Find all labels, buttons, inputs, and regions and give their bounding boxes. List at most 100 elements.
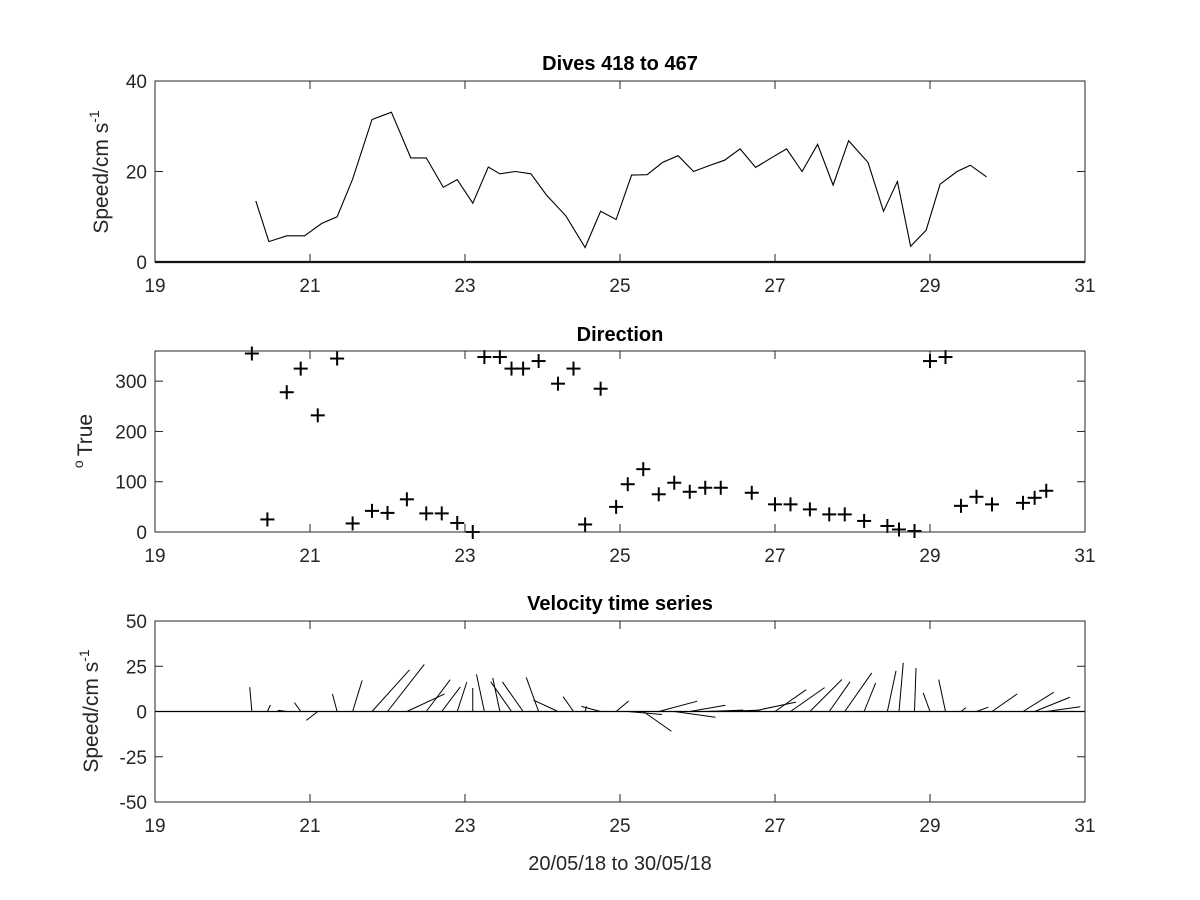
direction-marker [531, 354, 546, 369]
direction-marker [768, 497, 782, 512]
velocity-chart-title: Velocity time series [527, 593, 713, 615]
direction-marker [938, 350, 953, 365]
direction-axis-ticks: 19 21 23 25 27 29 31 0 100 200 300 [115, 351, 1096, 567]
velocity-stick [533, 699, 559, 712]
velocity-y-tick-label: 0 [136, 703, 147, 724]
velocity-stick [277, 709, 287, 712]
direction-marker [434, 506, 449, 521]
velocity-y-axis-label: Speed/cm s-1 [76, 649, 103, 773]
velocity-stick [294, 702, 302, 712]
velocity-y-axis-label-superscript: -1 [76, 649, 92, 662]
velocity-stick [705, 709, 744, 712]
velocity-stick [938, 679, 946, 712]
speed-y-axis-label: Speed/cm s-1 [86, 110, 113, 234]
direction-y-tick-label: 0 [136, 523, 147, 544]
direction-marker [880, 518, 895, 533]
direction-marker [1016, 495, 1030, 510]
direction-marker [330, 351, 345, 366]
velocity-stick [266, 704, 271, 712]
velocity-stick [371, 669, 410, 712]
direction-marker [822, 507, 837, 522]
velocity-stick [501, 681, 524, 712]
direction-marker [380, 505, 395, 520]
direction-x-tick-label: 31 [1074, 546, 1095, 567]
direction-marker [609, 499, 624, 514]
speed-y-tick-label: 40 [126, 72, 147, 93]
direction-y-axis-label-superscript: o [70, 460, 86, 468]
velocity-stick [976, 706, 989, 712]
velocity-x-tick-label: 25 [609, 816, 630, 837]
speed-axis-ticks: 19 21 23 25 27 29 31 0 20 40 [126, 72, 1096, 297]
direction-marker [713, 480, 728, 495]
velocity-y-tick-label: -50 [120, 793, 147, 814]
velocity-stick [991, 693, 1018, 712]
direction-marker [477, 350, 492, 365]
velocity-stick [1034, 696, 1071, 712]
velocity-stick [863, 682, 877, 712]
velocity-stick [828, 681, 851, 712]
velocity-stick [525, 677, 540, 712]
direction-marker [1027, 490, 1042, 505]
velocity-stick [886, 670, 897, 712]
velocity-stick [844, 672, 873, 712]
direction-marker [450, 515, 465, 530]
speed-x-tick-label: 29 [919, 276, 940, 297]
velocity-stick [490, 681, 512, 712]
velocity-stick [475, 674, 485, 712]
velocity-stick [790, 687, 825, 712]
velocity-x-tick-label: 27 [764, 816, 785, 837]
speed-x-tick-label: 27 [764, 276, 785, 297]
direction-x-tick-label: 27 [764, 546, 785, 567]
velocity-stick [387, 664, 425, 712]
direction-y-axis-label-group: o True [70, 414, 97, 468]
velocity-stick [914, 668, 917, 712]
direction-marker [566, 361, 581, 376]
velocity-x-tick-label: 23 [454, 816, 475, 837]
velocity-x-tick-label: 29 [919, 816, 940, 837]
velocity-stick [809, 679, 843, 712]
speed-x-tick-label: 19 [144, 276, 165, 297]
direction-marker [698, 480, 713, 495]
velocity-stick [922, 692, 931, 712]
velocity-x-tick-label: 21 [299, 816, 320, 837]
velocity-x-tick-label: 19 [144, 816, 165, 837]
speed-chart-title: Dives 418 to 467 [542, 53, 698, 75]
direction-marker [365, 503, 379, 518]
velocity-y-tick-label: 50 [126, 612, 147, 633]
velocity-axis-ticks: 19 21 23 25 27 29 31 -50 -25 0 25 50 [120, 612, 1096, 837]
direction-x-tick-label: 21 [299, 546, 320, 567]
direction-chart-title: Direction [577, 324, 664, 346]
speed-y-axis-label-text: Speed/cm s [90, 123, 113, 234]
direction-marker [310, 408, 325, 423]
direction-marker [516, 361, 531, 376]
velocity-stick [352, 680, 363, 712]
velocity-stick [562, 696, 574, 712]
direction-y-axis-label-text: True [74, 414, 97, 456]
direction-marker [636, 462, 651, 477]
speed-x-tick-label: 23 [454, 276, 475, 297]
velocity-stick [1046, 706, 1081, 712]
direction-x-tick-label: 19 [144, 546, 165, 567]
direction-marker [802, 502, 817, 517]
direction-panel: Direction o True 19 21 23 25 27 29 31 0 100 200 300 [70, 324, 1096, 567]
velocity-stick [581, 705, 601, 712]
speed-y-tick-label: 20 [126, 163, 147, 184]
velocity-series [155, 662, 1085, 732]
velocity-stick [720, 709, 761, 712]
direction-marker [969, 489, 984, 504]
velocity-stick [1022, 691, 1054, 712]
direction-marker [783, 497, 798, 512]
direction-marker [293, 361, 308, 376]
velocity-stick [751, 701, 797, 712]
direction-marker [837, 507, 852, 522]
velocity-stick [584, 706, 588, 712]
velocity-stick [615, 700, 629, 712]
direction-y-axis-label: o True [70, 414, 97, 468]
velocity-stick [674, 711, 716, 718]
direction-marker [923, 354, 937, 369]
direction-x-tick-label: 23 [454, 546, 475, 567]
velocity-stick [642, 711, 672, 732]
direction-marker [578, 517, 593, 532]
direction-y-tick-label: 300 [115, 372, 147, 393]
direction-marker [399, 492, 414, 507]
